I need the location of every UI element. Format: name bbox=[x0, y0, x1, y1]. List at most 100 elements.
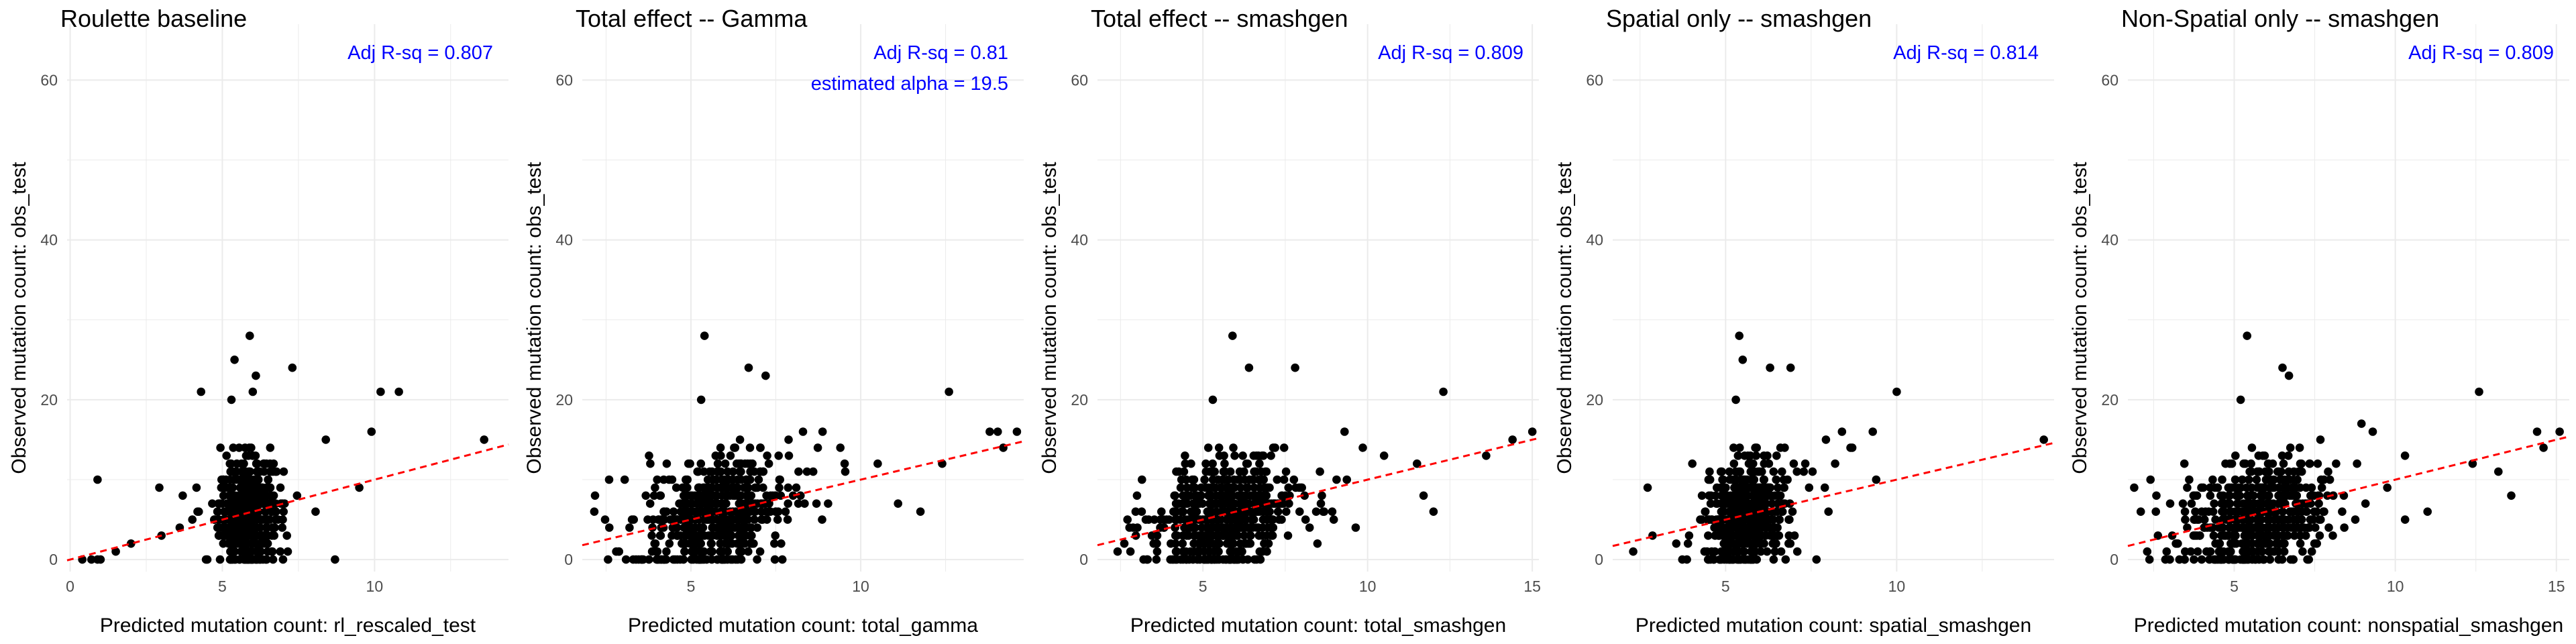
data-point bbox=[1291, 363, 1299, 372]
data-point bbox=[253, 555, 262, 564]
data-point bbox=[2273, 467, 2282, 476]
data-point bbox=[1629, 547, 1638, 556]
data-point bbox=[197, 387, 206, 396]
data-point bbox=[229, 515, 239, 524]
x-tick-label: 5 bbox=[1721, 578, 1730, 595]
data-point bbox=[245, 467, 254, 476]
data-point bbox=[1194, 531, 1203, 540]
data-point bbox=[735, 459, 743, 468]
data-point bbox=[1413, 459, 1421, 468]
data-point bbox=[1752, 483, 1761, 492]
data-point bbox=[1205, 499, 1214, 508]
data-point bbox=[1847, 443, 1857, 452]
data-point bbox=[1760, 491, 1770, 500]
data-point bbox=[2423, 507, 2432, 516]
data-point bbox=[1177, 483, 1185, 492]
x-tick-label: 0 bbox=[66, 578, 74, 595]
data-point bbox=[2243, 331, 2251, 340]
data-point bbox=[770, 539, 779, 548]
data-point bbox=[256, 515, 265, 524]
data-point bbox=[1752, 515, 1761, 524]
data-point bbox=[1718, 475, 1727, 484]
data-point bbox=[2256, 499, 2265, 508]
data-point bbox=[665, 539, 674, 548]
data-point bbox=[1773, 523, 1782, 532]
data-point bbox=[1132, 491, 1142, 500]
data-point bbox=[1351, 523, 1360, 532]
data-point bbox=[219, 475, 228, 484]
data-point bbox=[2218, 523, 2227, 532]
data-point bbox=[665, 515, 675, 524]
data-point bbox=[1784, 531, 1794, 540]
data-point bbox=[1718, 531, 1727, 540]
data-point bbox=[1305, 523, 1314, 532]
data-point bbox=[242, 547, 252, 556]
data-point bbox=[1152, 539, 1161, 548]
data-point bbox=[1722, 555, 1731, 564]
data-point bbox=[2197, 555, 2206, 564]
data-point bbox=[268, 499, 277, 508]
data-point bbox=[1743, 491, 1752, 500]
data-point bbox=[1756, 539, 1766, 548]
annotation-text: Adj R-sq = 0.809 bbox=[1378, 42, 1523, 64]
data-point bbox=[228, 547, 237, 556]
data-point bbox=[695, 523, 704, 532]
data-point bbox=[1258, 451, 1267, 460]
data-point bbox=[1805, 483, 1814, 492]
data-point bbox=[641, 491, 650, 500]
data-point bbox=[1142, 555, 1151, 564]
data-point bbox=[2248, 531, 2257, 540]
data-point bbox=[355, 483, 364, 492]
data-point bbox=[1267, 451, 1275, 460]
data-point bbox=[1208, 459, 1217, 468]
data-point bbox=[1150, 515, 1159, 524]
data-point bbox=[713, 467, 722, 476]
data-point bbox=[682, 475, 690, 484]
data-point bbox=[777, 539, 786, 548]
data-point bbox=[1760, 459, 1769, 468]
data-point bbox=[2275, 475, 2285, 484]
data-point bbox=[2276, 515, 2285, 524]
data-point bbox=[2244, 475, 2253, 484]
data-point bbox=[2246, 515, 2255, 524]
data-point bbox=[1220, 467, 1230, 476]
data-point bbox=[321, 435, 331, 444]
data-point bbox=[1768, 539, 1778, 548]
data-point bbox=[1358, 443, 1367, 452]
data-point bbox=[1684, 531, 1694, 540]
data-point bbox=[1768, 531, 1776, 540]
data-point bbox=[1273, 475, 1282, 484]
data-point bbox=[2191, 507, 2200, 516]
data-point bbox=[2242, 531, 2251, 540]
data-point bbox=[2320, 475, 2328, 484]
data-point bbox=[737, 547, 746, 556]
data-point bbox=[645, 451, 653, 460]
data-point bbox=[757, 515, 766, 524]
data-point bbox=[648, 523, 657, 532]
data-point bbox=[1194, 539, 1203, 548]
data-point bbox=[679, 483, 688, 492]
data-point bbox=[2293, 475, 2302, 484]
data-point bbox=[1171, 491, 1179, 500]
data-point bbox=[213, 507, 223, 516]
data-point bbox=[704, 515, 713, 524]
data-point bbox=[713, 531, 722, 540]
data-point bbox=[735, 515, 744, 524]
data-point bbox=[2222, 515, 2231, 524]
data-point bbox=[1508, 435, 1517, 444]
panels: 0 20 40 60 0 5 10 Roulette baseline Predicted mu… bbox=[8, 5, 2570, 637]
data-point bbox=[784, 499, 792, 508]
data-point bbox=[1203, 507, 1213, 516]
data-point bbox=[2312, 539, 2321, 548]
data-point bbox=[2353, 459, 2361, 468]
data-point bbox=[2296, 531, 2305, 540]
data-point bbox=[256, 499, 266, 508]
data-point bbox=[155, 483, 164, 492]
data-point bbox=[1152, 555, 1161, 564]
data-point bbox=[1328, 507, 1337, 516]
data-point bbox=[750, 467, 759, 476]
data-point bbox=[985, 427, 994, 436]
data-point bbox=[1777, 507, 1786, 516]
data-point bbox=[713, 459, 722, 468]
